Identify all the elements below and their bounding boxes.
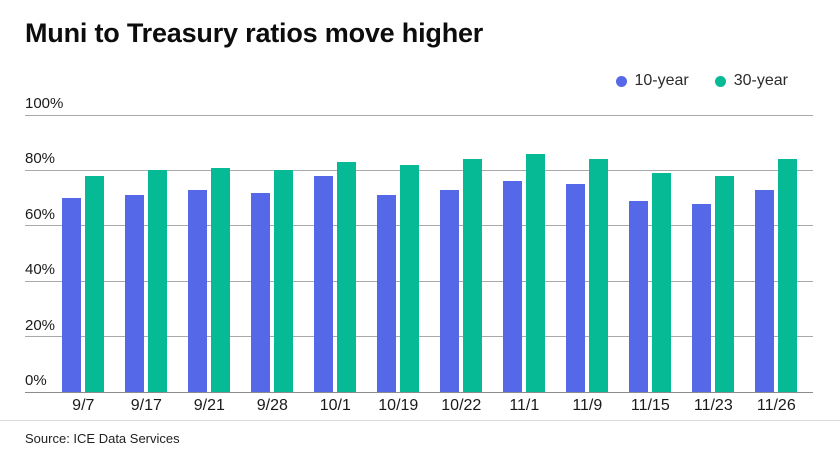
bar-30-year — [778, 159, 798, 392]
bar-30-year — [85, 175, 105, 392]
bar-10-year — [692, 203, 712, 392]
source-credit: Source: ICE Data Services — [25, 431, 180, 446]
x-tick-label: 11/9 — [572, 397, 603, 414]
bar-30-year — [589, 159, 609, 392]
y-tick-label: 20% — [25, 316, 56, 334]
bar-30-year — [652, 173, 672, 392]
legend-label-30-year: 30-year — [733, 72, 788, 89]
legend-dot-10-year-icon — [615, 75, 627, 87]
x-tick-label: 11/26 — [756, 397, 796, 414]
x-tick-label: 11/23 — [693, 397, 733, 414]
legend-item-10-year: 10-year — [615, 72, 689, 90]
bar-10-year — [755, 189, 775, 392]
y-tick-label: 100% — [25, 95, 64, 112]
bar-30-year — [400, 164, 420, 392]
bar-10-year — [188, 189, 208, 392]
bar-10-year — [314, 175, 334, 392]
x-tick-label: 10/22 — [441, 397, 482, 414]
bar-10-year — [377, 195, 397, 392]
legend-item-30-year: 30-year — [714, 72, 788, 90]
y-tick-label: 80% — [25, 150, 56, 168]
x-tick-label: 9/28 — [256, 397, 288, 414]
y-tick-label: 60% — [25, 205, 56, 223]
x-tick-label: 10/19 — [378, 397, 419, 414]
gridline — [25, 391, 813, 393]
x-tick-label: 11/1 — [509, 397, 540, 414]
bar-30-year — [211, 167, 231, 392]
bar-30-year — [463, 159, 483, 392]
bar-30-year — [715, 175, 735, 392]
bar-10-year — [629, 200, 649, 392]
bar-30-year — [337, 162, 357, 392]
x-tick-label: 10/1 — [319, 397, 351, 414]
bar-30-year — [148, 170, 168, 392]
legend-label-10-year: 10-year — [634, 72, 689, 89]
y-tick-label: 0% — [25, 372, 47, 389]
chart-legend: 10-year 30-year — [615, 72, 788, 90]
gridline — [25, 114, 813, 116]
bar-30-year — [526, 153, 546, 392]
bar-30-year — [274, 170, 294, 392]
bar-10-year — [566, 184, 586, 392]
y-tick-label: 40% — [25, 261, 56, 279]
x-tick-label: 11/15 — [630, 397, 670, 414]
page-title: Muni to Treasury ratios move higher — [25, 18, 484, 48]
bar-10-year — [440, 189, 460, 392]
x-tick-label: 9/17 — [130, 397, 162, 414]
bar-10-year — [125, 195, 145, 392]
x-tick-label: 9/7 — [72, 397, 95, 414]
bar-10-year — [251, 192, 271, 392]
bar-10-year — [62, 198, 82, 392]
footer-divider — [0, 420, 840, 421]
bar-10-year — [503, 181, 523, 392]
legend-dot-30-year-icon — [714, 75, 726, 87]
plot-area: 0% 20% 40% 60% 80% 100% 9/7 9/17 9/21 9/28 10/1 10/… — [25, 96, 813, 414]
x-tick-label: 9/21 — [193, 397, 225, 414]
